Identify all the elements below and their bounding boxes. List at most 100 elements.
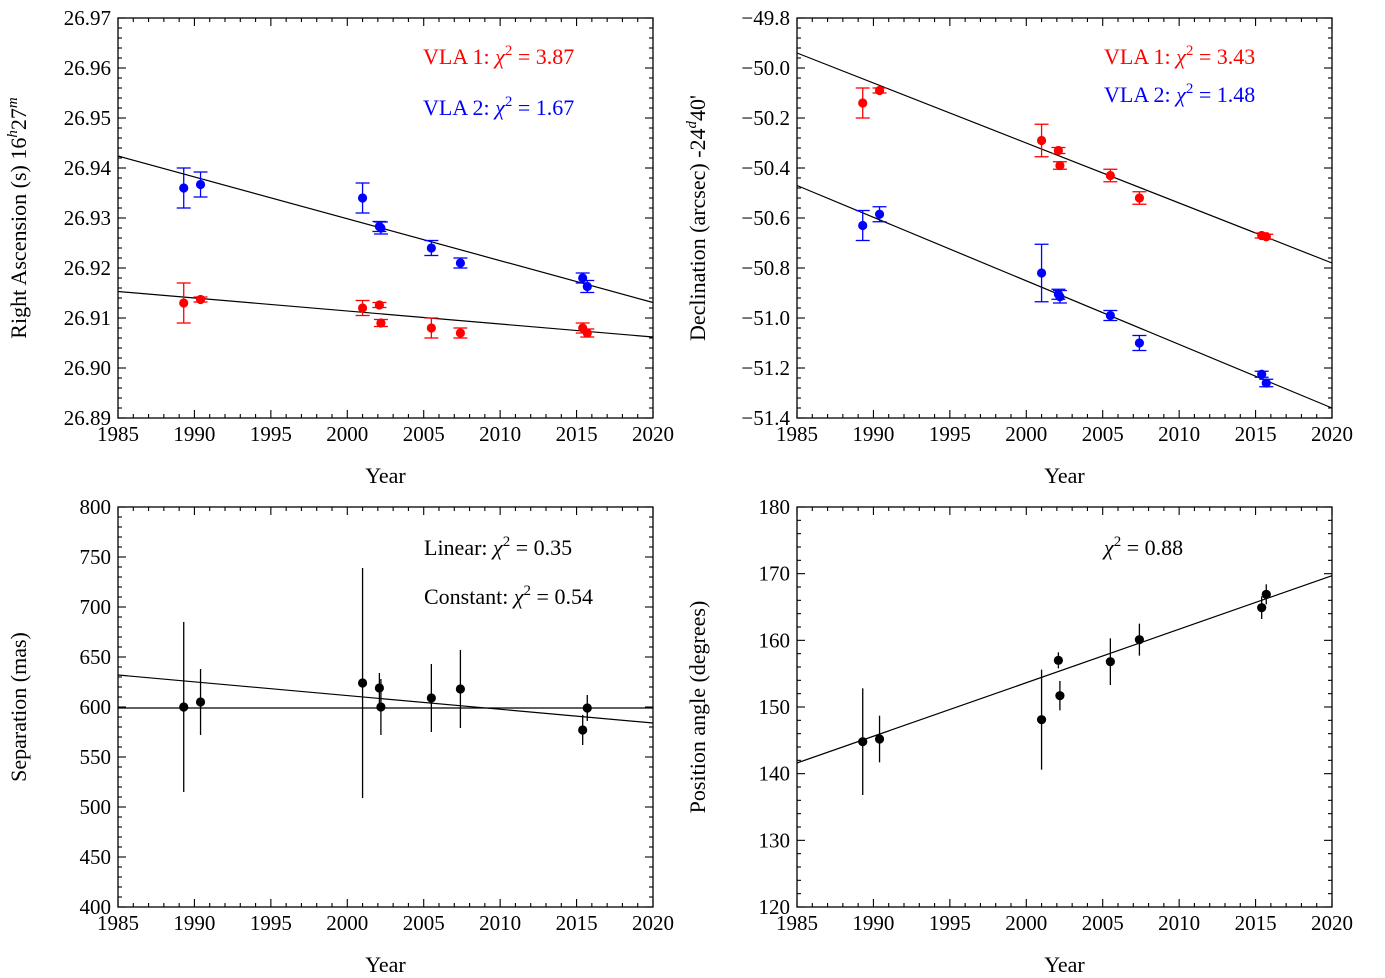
y-tick-label: 150 — [759, 695, 791, 719]
y-tick-label: 140 — [759, 762, 791, 786]
data-point — [195, 697, 206, 707]
x-axis-label: Year — [1044, 463, 1085, 488]
x-axis-label: Year — [1044, 952, 1085, 977]
data-point — [582, 328, 592, 338]
data-point — [426, 693, 436, 703]
x-tick-label: 1995 — [929, 911, 971, 935]
data-point — [1053, 145, 1063, 156]
chi2-annotation: Constant: χ2 = 0.54 — [424, 583, 593, 609]
data-point — [1134, 193, 1144, 203]
x-tick-label: 1985 — [97, 911, 139, 935]
x-tick-label: 2010 — [1158, 911, 1200, 935]
y-tick-label: −51.4 — [741, 406, 790, 430]
y-tick-label: 26.90 — [64, 356, 111, 380]
data-point — [426, 243, 436, 253]
x-tick-label: 2000 — [326, 911, 368, 935]
plot-frame — [796, 506, 1333, 908]
data-point — [1257, 603, 1267, 613]
data-point — [874, 734, 885, 744]
fit-line — [117, 155, 654, 304]
y-axis-label: Position angle (degrees) — [685, 601, 710, 814]
y-tick-label: 450 — [80, 845, 112, 869]
y-axis-label: Right Ascension (s) 16h27m — [5, 97, 31, 339]
x-tick-label: 2005 — [1082, 422, 1124, 446]
data-point — [1105, 310, 1115, 321]
x-axis-label: Year — [365, 463, 406, 488]
x-axis-label: Year — [365, 952, 406, 977]
y-tick-label: −50.6 — [741, 206, 790, 230]
data-point — [1134, 635, 1144, 645]
data-point — [179, 702, 189, 712]
x-tick-label: 2005 — [1082, 911, 1124, 935]
x-tick-label: 1995 — [250, 422, 292, 446]
x-tick-label: 2015 — [1235, 911, 1277, 935]
x-tick-label: 2020 — [1311, 911, 1353, 935]
data-point — [874, 85, 885, 96]
x-tick-label: 2015 — [556, 422, 598, 446]
x-tick-label: 2000 — [326, 422, 368, 446]
data-point — [1105, 170, 1115, 181]
x-tick-label: 1990 — [173, 422, 215, 446]
y-tick-label: 26.93 — [64, 206, 111, 230]
x-tick-label: 2020 — [1311, 422, 1353, 446]
plot-frame — [117, 17, 654, 419]
x-tick-label: 1995 — [929, 422, 971, 446]
data-point — [179, 298, 189, 308]
data-point — [357, 193, 368, 203]
chi2-annotation: χ2 = 0.88 — [1102, 534, 1183, 560]
data-point — [455, 684, 465, 694]
x-tick-label: 2005 — [403, 911, 445, 935]
chi2-annotation: VLA 1: χ2 = 3.87 — [423, 43, 574, 69]
y-axis-label: Separation (mas) — [6, 632, 31, 782]
chart-panel-3: 1985 1990 1995 2000 2005 2010 2015 2020 400 450 50… — [6, 495, 674, 977]
x-tick-label: 1985 — [776, 422, 818, 446]
x-tick-label: 2010 — [479, 911, 521, 935]
data-point — [1055, 292, 1065, 302]
x-tick-label: 2020 — [632, 911, 674, 935]
data-point — [578, 273, 588, 283]
data-point — [376, 318, 386, 328]
data-point — [578, 725, 588, 735]
x-tick-label: 1985 — [776, 911, 818, 935]
chi2-annotation: VLA 2: χ2 = 1.67 — [423, 94, 574, 120]
data-point — [374, 683, 384, 693]
chi2-annotation: VLA 2: χ2 = 1.48 — [1104, 81, 1255, 107]
data-point — [1261, 232, 1271, 242]
y-tick-label: −51.0 — [741, 306, 790, 330]
y-tick-label: 750 — [80, 545, 112, 569]
chi2-annotation: Linear: χ2 = 0.35 — [424, 534, 572, 560]
data-point — [426, 323, 436, 333]
y-tick-label: 26.94 — [64, 156, 112, 180]
y-tick-label: 26.97 — [64, 6, 111, 30]
fit-line — [796, 575, 1333, 764]
data-point — [1055, 160, 1065, 171]
y-tick-label: 160 — [759, 628, 791, 652]
x-tick-label: 1990 — [173, 911, 215, 935]
y-tick-label: −50.2 — [741, 106, 790, 130]
y-axis-label: Declination (arcsec) -24d40' — [684, 95, 710, 341]
y-tick-label: 170 — [759, 562, 791, 586]
x-tick-label: 2005 — [403, 422, 445, 446]
data-point — [858, 98, 868, 108]
y-tick-label: 26.96 — [64, 56, 111, 80]
y-tick-label: 550 — [80, 745, 112, 769]
x-tick-label: 1985 — [97, 422, 139, 446]
data-point — [376, 702, 386, 712]
data-point — [582, 281, 592, 292]
data-point — [874, 209, 885, 219]
fit-line — [117, 290, 654, 338]
y-tick-label: 26.91 — [64, 306, 111, 330]
data-point — [357, 678, 368, 688]
y-tick-label: 180 — [759, 495, 791, 519]
data-point — [1055, 691, 1065, 701]
y-tick-label: 130 — [759, 828, 791, 852]
data-point — [1257, 369, 1267, 379]
data-point — [376, 223, 386, 233]
y-tick-label: −50.8 — [741, 256, 790, 280]
data-point — [455, 258, 465, 268]
data-point — [179, 183, 189, 193]
data-point — [1105, 657, 1115, 667]
y-tick-label: 120 — [759, 895, 791, 919]
y-tick-label: 26.89 — [64, 406, 111, 430]
